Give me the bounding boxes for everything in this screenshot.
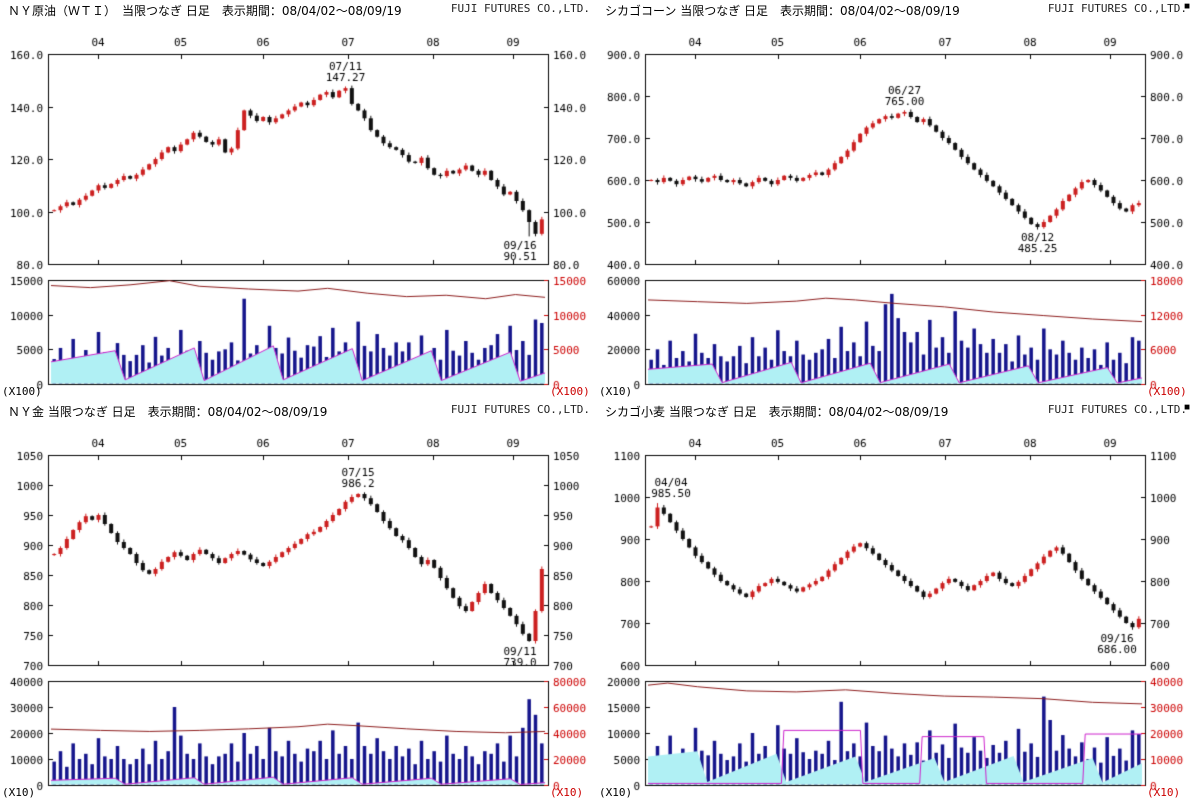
quadrant-ny-crude-wti: ＮＹ原油（ＷＴＩ） 当限つなぎ 日足 表示期間：08/04/02～08/09/1… [0,0,596,401]
volume-unit-right: (X10) [550,786,584,799]
volume-unit-left: (X10) [2,786,36,799]
ny-crude-price-volume-chart [0,0,596,401]
quadrant-ny-gold: ＮＹ金 当限つなぎ 日足 表示期間：08/04/02～08/09/19 FUJI… [0,401,596,802]
ny-gold-price-volume-chart [0,401,596,802]
volume-unit-left: (X10) [599,385,633,398]
volume-unit-left: (X10) [599,786,633,799]
corner-mark: ■ [1183,402,1190,413]
chicago-corn-price-volume-chart [597,0,1193,401]
volume-unit-left: (X100) [2,385,42,398]
volume-unit-right: (X10) [1147,786,1181,799]
volume-unit-right: (X100) [550,385,590,398]
corner-mark: ■ [1183,1,1190,12]
quadrant-chicago-corn: シカゴコーン 当限つなぎ 日足 表示期間：08/04/02～08/09/19 F… [597,0,1193,401]
quadrant-chicago-wheat: シカゴ小麦 当限つなぎ 日足 表示期間：08/04/02～08/09/19 FU… [597,401,1193,802]
volume-unit-right: (X100) [1147,385,1187,398]
chicago-wheat-price-volume-chart [597,401,1193,802]
